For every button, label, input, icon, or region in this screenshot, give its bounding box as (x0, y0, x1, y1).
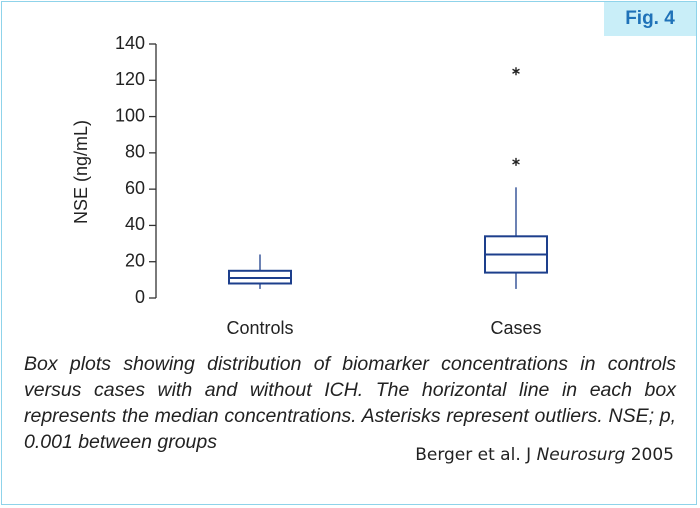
y-tick-label: 40 (125, 214, 145, 234)
caption: Box plots showing distribution of biomar… (24, 353, 676, 453)
y-tick-label: 20 (125, 250, 145, 270)
y-tick-label: 100 (115, 105, 145, 125)
x-tick-label: Cases (490, 318, 541, 338)
citation-year: 2005 (630, 445, 674, 465)
outlier (512, 67, 520, 76)
outlier (512, 157, 520, 166)
y-axis-label: NSE (ng/mL) (71, 120, 91, 224)
y-tick-label: 140 (115, 33, 145, 53)
x-tick-label: Controls (226, 318, 293, 338)
figure-label: Fig. 4 (604, 2, 696, 36)
y-tick-label: 80 (125, 142, 145, 162)
citation-journal: Neurosurg (536, 445, 626, 465)
y-tick-label: 60 (125, 178, 145, 198)
citation: Berger et al. J Neurosurg 2005 (415, 445, 674, 465)
chart: NSE (ng/mL) 0 20 40 60 80 100 120 140 Controls Ca… (71, 33, 548, 338)
y-tick-label: 0 (135, 287, 145, 307)
y-tick-label: 120 (115, 69, 145, 89)
citation-authors: Berger et al. J (415, 445, 532, 465)
